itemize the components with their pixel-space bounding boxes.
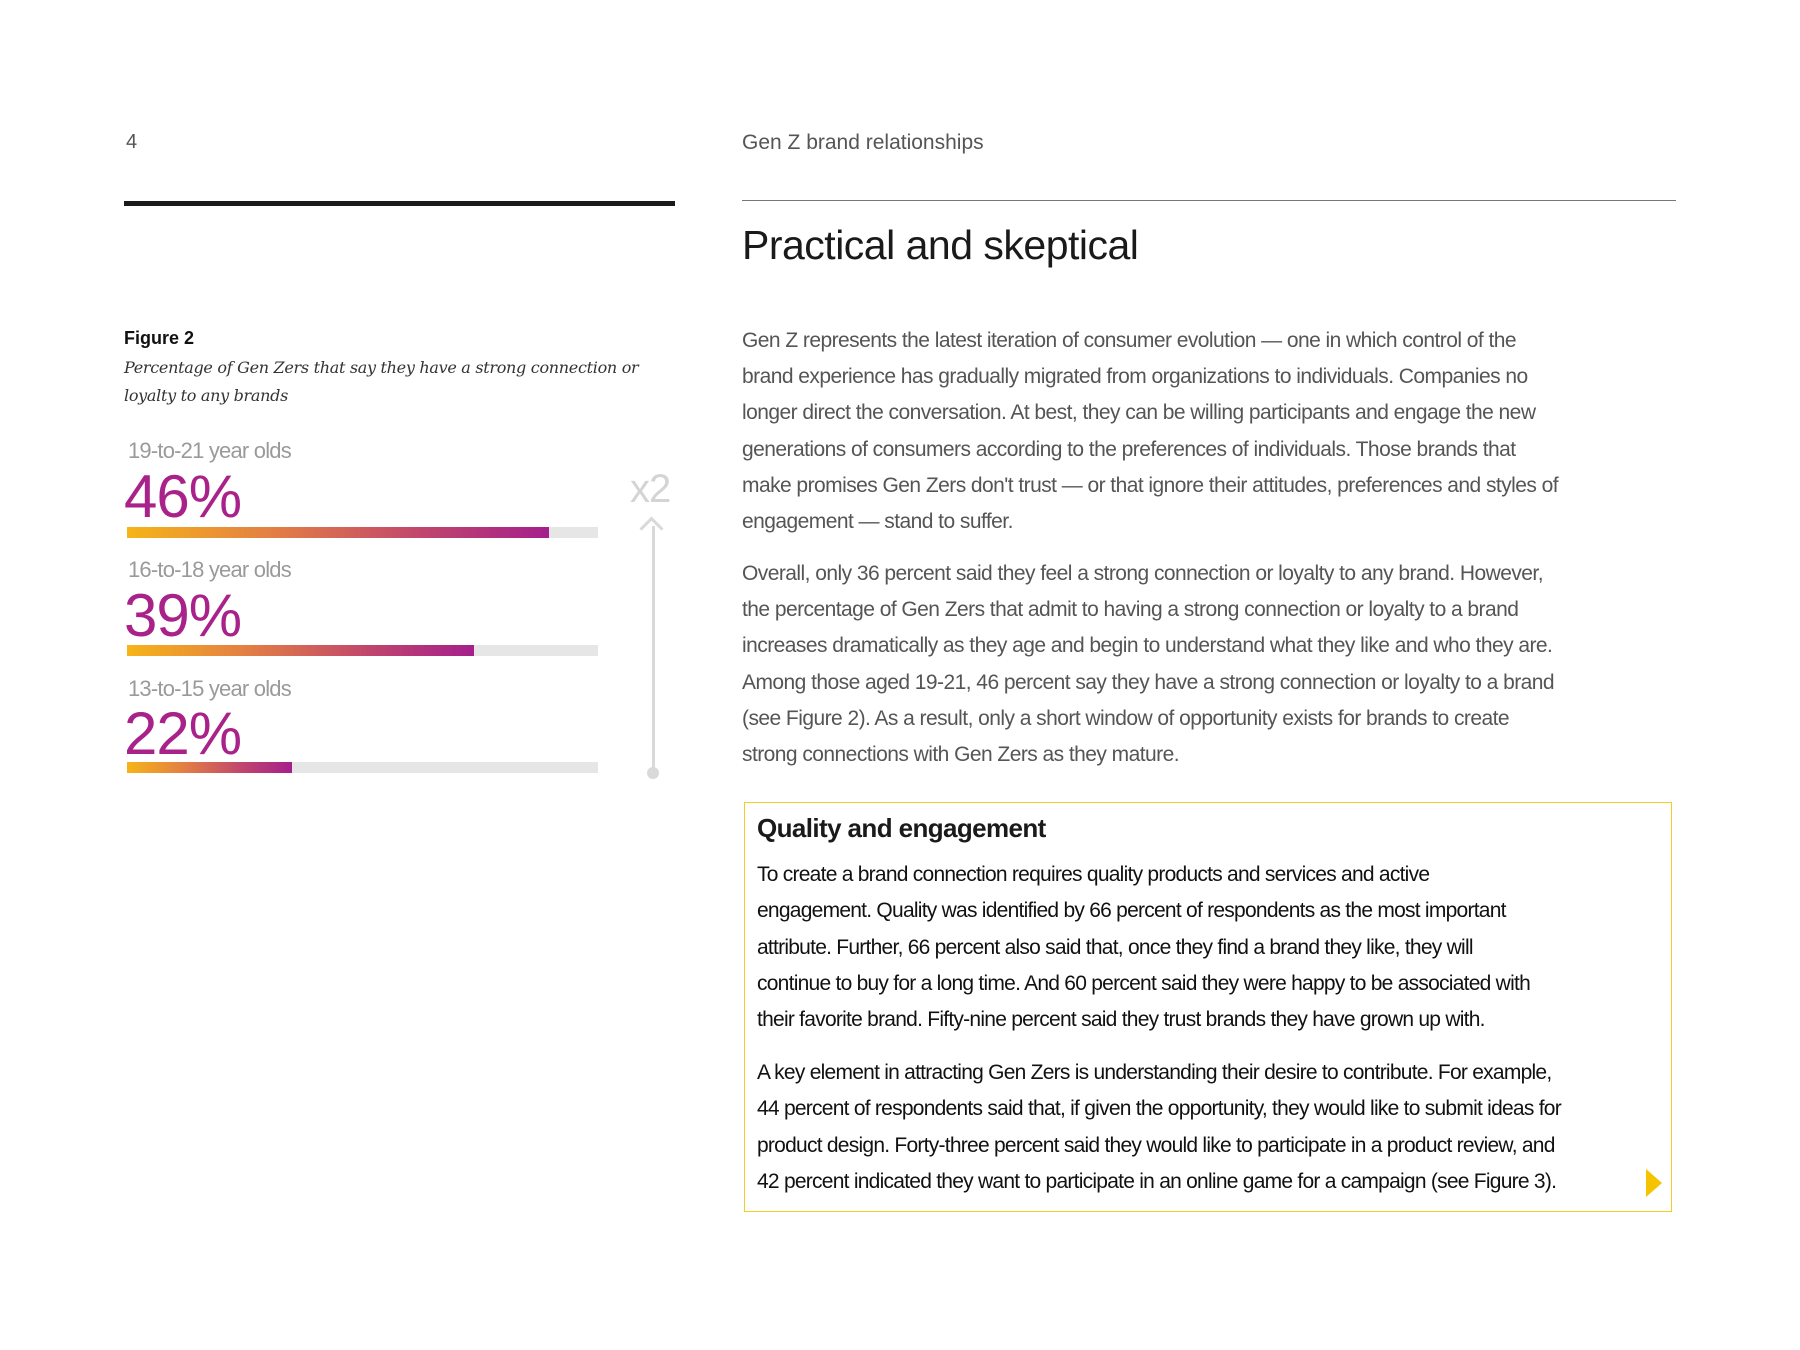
callout-text-line: A key element in attracting Gen Zers is … xyxy=(757,1061,1552,1084)
body-text-line: brand experience has gradually migrated … xyxy=(742,365,1528,389)
group-value: 46% xyxy=(124,463,242,530)
callout-text-line: continue to buy for a long time. And 60 … xyxy=(757,971,1531,995)
callout-text-line: To create a brand connection requires qu… xyxy=(757,863,1430,886)
group-value: 39% xyxy=(124,582,242,649)
callout-text-line: product design. Forty-three percent said… xyxy=(757,1133,1555,1157)
callout-text-line: engagement. Quality was identified by 66… xyxy=(757,899,1506,923)
callout-heading: Quality and engagement xyxy=(757,813,1046,843)
page-title: Practical and skeptical xyxy=(742,222,1139,268)
body-text-line: strong connections with Gen Zers as they… xyxy=(742,743,1180,766)
body-text-line: (see Figure 2). As a result, only a shor… xyxy=(742,706,1510,730)
body-text-line: Gen Z represents the latest iteration of… xyxy=(742,329,1517,352)
divider-thick xyxy=(124,201,675,206)
callout-text-line: attribute. Further, 66 percent also said… xyxy=(757,935,1474,959)
bar-track xyxy=(127,527,598,538)
group-label: 19-to-21 year olds xyxy=(128,438,292,463)
bar-fill xyxy=(127,527,550,538)
arrow-up-icon xyxy=(652,526,655,772)
body-text-line: increases dramatically as they age and b… xyxy=(742,634,1553,658)
page-number: 4 xyxy=(126,131,138,153)
bar-track xyxy=(127,762,598,773)
callout-box xyxy=(744,802,1672,1212)
body-text-line: the percentage of Gen Zers that admit to… xyxy=(742,598,1519,622)
divider-thin xyxy=(742,200,1676,201)
body-text-line: Among those aged 19-21, 46 percent say t… xyxy=(742,670,1555,694)
arrow-base-dot xyxy=(647,767,659,779)
body-text-line: longer direct the conversation. At best,… xyxy=(742,401,1536,425)
callout-text-line: their favorite brand. Fifty-nine percent… xyxy=(757,1008,1485,1032)
bar-track xyxy=(127,645,598,656)
callout-text-line: 42 percent indicated they want to partic… xyxy=(757,1169,1557,1193)
callout-text-line: 44 percent of respondents said that, if … xyxy=(757,1097,1562,1121)
multiplier-label: x2 xyxy=(630,467,671,511)
arrow-head-icon xyxy=(639,516,664,541)
body-text-line: make promises Gen Zers don't trust — or … xyxy=(742,473,1559,497)
group-value: 22% xyxy=(124,700,242,767)
triangle-right-icon[interactable] xyxy=(1646,1169,1662,1197)
running-title: Gen Z brand relationships xyxy=(742,131,984,154)
bar-fill xyxy=(127,762,292,773)
group-label: 13-to-15 year olds xyxy=(128,676,292,701)
bar-fill xyxy=(127,645,475,656)
figure-label: Figure 2 xyxy=(124,328,195,348)
group-label: 16-to-18 year olds xyxy=(128,557,292,582)
body-text-line: engagement — stand to suffer. xyxy=(742,510,1013,533)
body-text-line: generations of consumers according to th… xyxy=(742,437,1516,461)
body-text-line: Overall, only 36 percent said they feel … xyxy=(742,562,1544,585)
figure-caption: Percentage of Gen Zers that say they hav… xyxy=(124,358,639,405)
